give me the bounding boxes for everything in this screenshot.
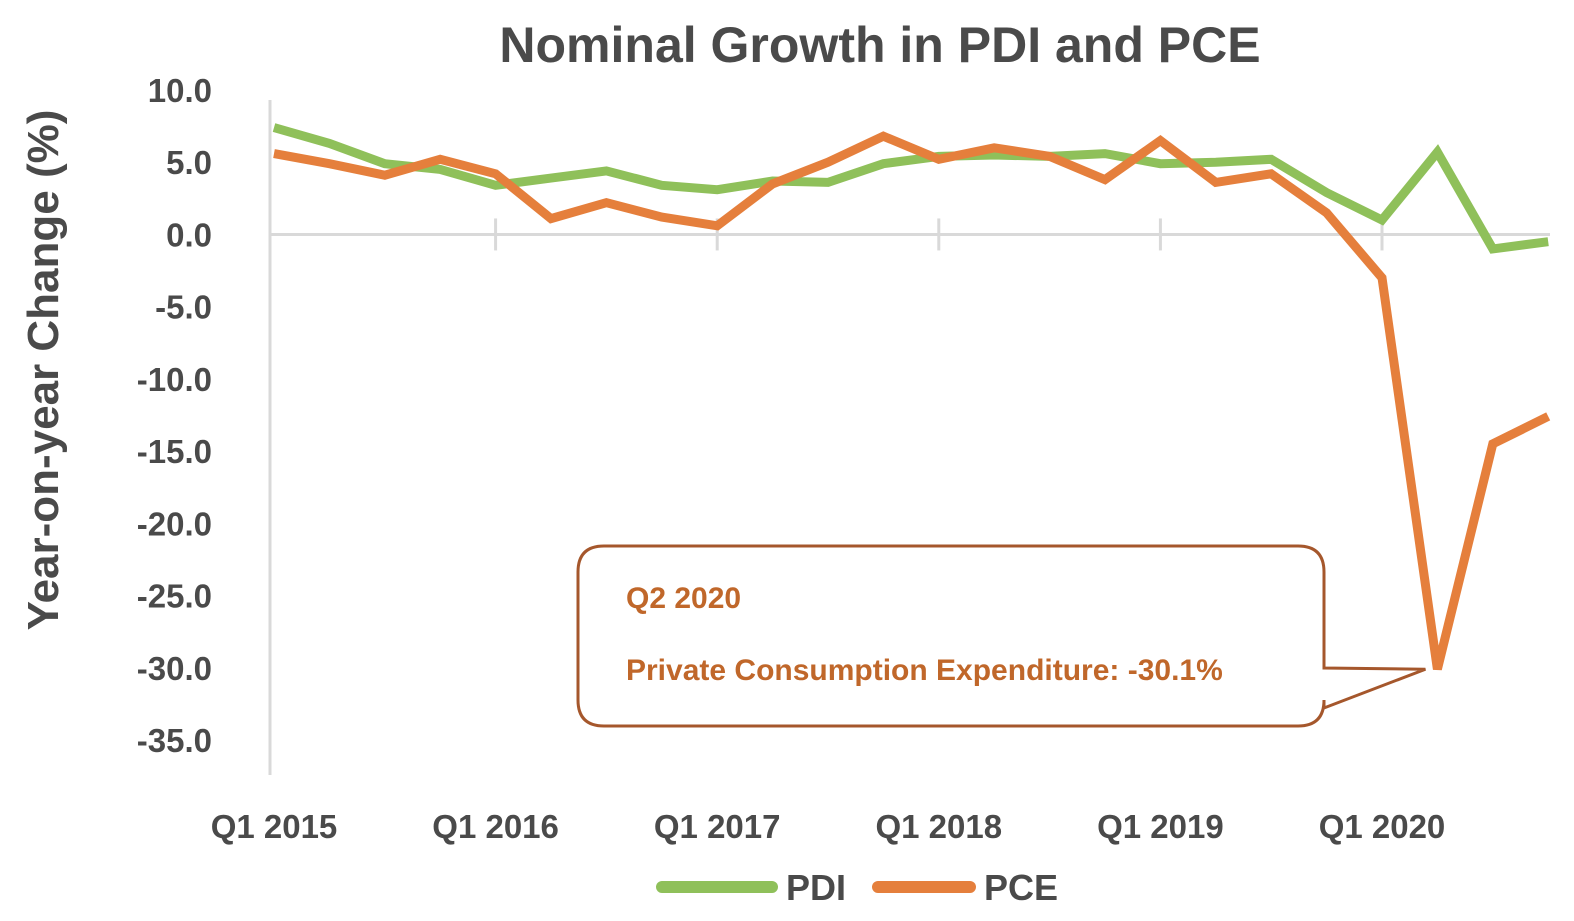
y-tick-label: -5.0 [155,289,212,326]
x-tick-label: Q1 2019 [1097,808,1224,845]
annotation-callout-box [576,544,1426,728]
y-tick-label: -30.0 [137,650,212,687]
x-tick-labels: Q1 2015 Q1 2016 Q1 2017 Q1 2018 Q1 2019 Q1 20… [211,808,1446,845]
chart-title: Nominal Growth in PDI and PCE [499,17,1260,73]
y-tick-label: 10.0 [148,72,212,109]
y-tick-label: 5.0 [166,144,212,181]
y-tick-label: -35.0 [137,722,212,759]
legend-label-pce: PCE [984,867,1058,908]
legend-label-pdi: PDI [786,867,846,908]
x-tick-label: Q1 2018 [875,808,1002,845]
axes [268,100,1550,775]
y-tick-label: 0.0 [166,216,212,253]
x-tick-label: Q1 2017 [654,808,781,845]
annotation: Q2 2020 Private Consumption Expenditure: … [576,544,1426,728]
y-tick-label: -10.0 [137,361,212,398]
x-tick-label: Q1 2016 [432,808,559,845]
y-tick-labels: 10.0 5.0 0.0 -5.0 -10.0 -15.0 -20.0 -25.0 -30.0 -… [137,72,212,759]
series-lines [272,123,1551,671]
x-tick-label: Q1 2015 [211,808,338,845]
y-axis-label: Year-on-year Change (%) [19,110,68,631]
y-tick-label: -20.0 [137,505,212,542]
series-line-pce [273,131,1551,671]
x-tick-label: Q1 2020 [1319,808,1446,845]
annotation-line-1: Q2 2020 [626,582,741,615]
series-line-pdi [272,123,1549,254]
y-tick-label: -25.0 [137,578,212,615]
annotation-line-2: Private Consumption Expenditure: -30.1% [626,654,1223,687]
y-tick-label: -15.0 [137,433,212,470]
legend: PDI PCE [656,867,1058,908]
